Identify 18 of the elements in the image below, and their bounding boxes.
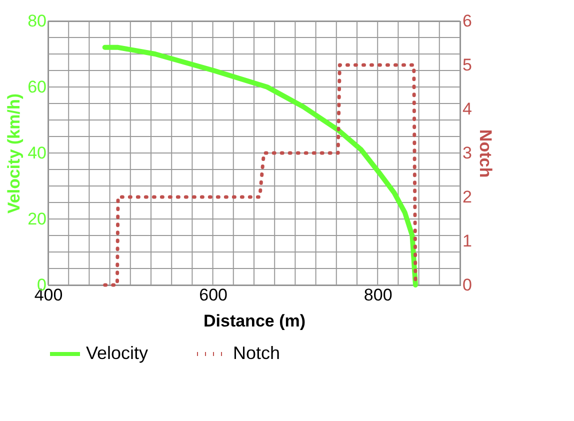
legend-label: Velocity xyxy=(86,343,148,363)
y-tick-label: 60 xyxy=(28,78,46,96)
y2-tick-label: 5 xyxy=(462,56,472,74)
y-tick-label: 80 xyxy=(28,12,46,30)
y2-tick-label: 4 xyxy=(462,100,472,118)
x-tick-label: 800 xyxy=(364,286,392,304)
y-axis-title: Velocity (km/h) xyxy=(4,94,24,214)
y2-tick-label: 0 xyxy=(462,276,472,294)
legend-label: Notch xyxy=(233,343,280,363)
y2-tick-label: 1 xyxy=(462,232,472,250)
y2-tick-label: 6 xyxy=(462,12,472,30)
y-tick-label: 20 xyxy=(28,210,46,228)
y2-axis-title: Notch xyxy=(476,129,495,178)
y2-tick-label: 3 xyxy=(462,144,472,162)
x-axis-title: Distance (m) xyxy=(203,312,306,330)
y-tick-label: 40 xyxy=(28,144,46,162)
y2-tick-label: 2 xyxy=(462,188,472,206)
x-tick-label: 600 xyxy=(199,286,228,304)
